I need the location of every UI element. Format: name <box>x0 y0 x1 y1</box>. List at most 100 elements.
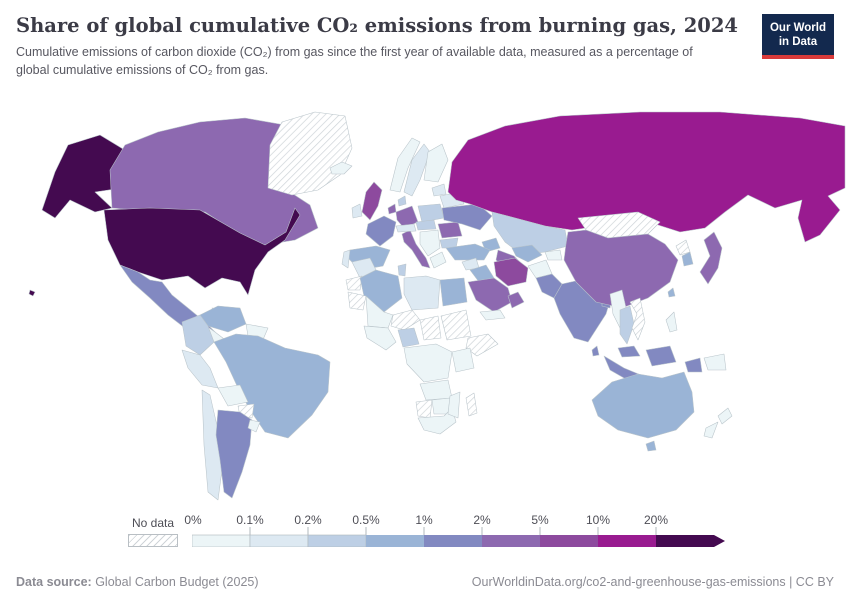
owid-logo-line1: Our World <box>769 22 826 34</box>
country-nigeria[interactable] <box>397 327 420 348</box>
country-finland[interactable] <box>423 143 449 183</box>
legend-swatch-0[interactable] <box>192 534 251 547</box>
country-portugal[interactable] <box>341 249 351 269</box>
legend-swatch-8[interactable] <box>656 535 714 547</box>
country-madagascar[interactable] <box>465 392 478 417</box>
country-balkans[interactable] <box>419 229 441 257</box>
country-norway[interactable] <box>389 137 421 193</box>
country-uk[interactable] <box>361 181 383 221</box>
country-western-sahara[interactable] <box>345 275 363 291</box>
country-borneo[interactable] <box>645 345 677 367</box>
country-romania[interactable] <box>437 221 463 239</box>
legend-swatch-4[interactable] <box>424 535 482 547</box>
legend-swatch-6[interactable] <box>540 535 598 547</box>
legend-swatch-7[interactable] <box>598 535 656 547</box>
country-nz-south[interactable] <box>703 421 719 439</box>
country-baltics[interactable] <box>431 183 447 197</box>
country-philippines[interactable] <box>665 311 678 333</box>
country-netherlands[interactable] <box>387 203 397 215</box>
country-egypt[interactable] <box>439 277 468 307</box>
country-botswana-zim[interactable] <box>431 397 451 415</box>
country-indo-papua[interactable] <box>684 357 703 373</box>
country-mali[interactable] <box>365 295 394 329</box>
legend-swatch-1[interactable] <box>249 534 309 547</box>
owid-logo[interactable]: Our World in Data <box>761 14 834 59</box>
country-taiwan[interactable] <box>667 287 676 298</box>
legend-label-5: 2% <box>473 513 491 527</box>
country-kazakhstan[interactable] <box>491 211 569 256</box>
country-bolivia[interactable] <box>217 384 249 407</box>
country-tunisia[interactable] <box>397 263 407 277</box>
legend-label-2: 0.2% <box>294 513 322 527</box>
legend-swatch-3[interactable] <box>366 535 424 547</box>
chart-header: Share of global cumulative CO₂ emissions… <box>0 0 850 80</box>
country-australia[interactable] <box>591 371 695 439</box>
country-uzbekistan[interactable] <box>511 244 543 263</box>
country-iran[interactable] <box>493 257 529 287</box>
map-legend: No data 0% 0.1% 0.2% 0.5% 1% 2% 5% 10% 2… <box>128 513 726 547</box>
country-chad[interactable] <box>419 315 442 341</box>
country-png[interactable] <box>703 353 727 371</box>
legend-no-data[interactable]: No data <box>128 516 178 547</box>
country-ethiopia-somalia[interactable] <box>465 333 499 357</box>
country-czech-region[interactable] <box>415 219 437 231</box>
world-map <box>0 100 850 506</box>
country-east-africa[interactable] <box>451 347 475 373</box>
country-japan[interactable] <box>699 231 723 285</box>
country-italy[interactable] <box>401 229 431 269</box>
legend-label-4: 1% <box>415 513 433 527</box>
legend-swatch-5[interactable] <box>482 535 540 547</box>
country-hawaii[interactable] <box>28 289 36 297</box>
legend-no-data-label: No data <box>131 516 175 530</box>
legend-swatch-2[interactable] <box>307 534 367 547</box>
chart-subtitle: Cumulative emissions of carbon dioxide (… <box>16 45 693 77</box>
country-uruguay[interactable] <box>247 419 261 433</box>
data-source-label: Data source: <box>16 575 92 589</box>
country-sri-lanka[interactable] <box>591 345 600 357</box>
country-south-africa[interactable] <box>417 407 457 435</box>
country-iceland[interactable] <box>329 161 353 175</box>
legend-no-data-swatch <box>128 534 178 547</box>
world-map-svg <box>28 111 846 501</box>
data-source: Data source: Global Carbon Budget (2025) <box>16 575 259 589</box>
data-source-value: Global Carbon Budget (2025) <box>91 575 259 589</box>
country-thailand[interactable] <box>619 305 635 345</box>
country-central-africa[interactable] <box>403 343 453 383</box>
country-niger[interactable] <box>390 309 421 331</box>
country-mauritania[interactable] <box>347 291 367 311</box>
country-algeria[interactable] <box>359 269 403 313</box>
country-south-korea[interactable] <box>681 251 694 267</box>
country-greenland[interactable] <box>267 111 353 196</box>
country-vietnam[interactable] <box>629 297 646 341</box>
legend-arrow <box>714 535 725 547</box>
country-france[interactable] <box>365 215 397 247</box>
country-china[interactable] <box>563 229 679 309</box>
country-alaska[interactable] <box>41 134 129 219</box>
country-ireland[interactable] <box>351 203 363 219</box>
country-tasmania[interactable] <box>645 440 657 452</box>
credit-link[interactable]: OurWorldinData.org/co2-and-greenhouse-ga… <box>471 575 834 589</box>
country-yemen[interactable] <box>479 309 506 321</box>
country-usa[interactable] <box>103 207 301 296</box>
country-malaysia[interactable] <box>617 345 641 358</box>
country-chile[interactable] <box>201 389 223 501</box>
country-angola-zambia[interactable] <box>419 379 453 401</box>
country-argentina[interactable] <box>215 409 253 499</box>
country-kyrgyz-tajik[interactable] <box>544 249 563 261</box>
country-denmark[interactable] <box>397 195 407 207</box>
country-alpine[interactable] <box>395 223 417 233</box>
country-peru[interactable] <box>181 349 219 389</box>
country-libya[interactable] <box>403 275 441 311</box>
country-uae-oman[interactable] <box>507 291 525 309</box>
owid-logo-line2: in Data <box>778 36 818 49</box>
country-nz-north[interactable] <box>717 407 733 425</box>
country-west-africa[interactable] <box>363 325 397 351</box>
country-greece[interactable] <box>429 251 447 269</box>
country-namibia[interactable] <box>415 399 433 419</box>
country-turkey[interactable] <box>445 243 491 261</box>
page-title: Share of global cumulative CO₂ emissions… <box>16 14 738 37</box>
country-mozambique[interactable] <box>447 391 461 419</box>
country-sudan[interactable] <box>440 309 472 341</box>
country-poland[interactable] <box>417 203 445 223</box>
